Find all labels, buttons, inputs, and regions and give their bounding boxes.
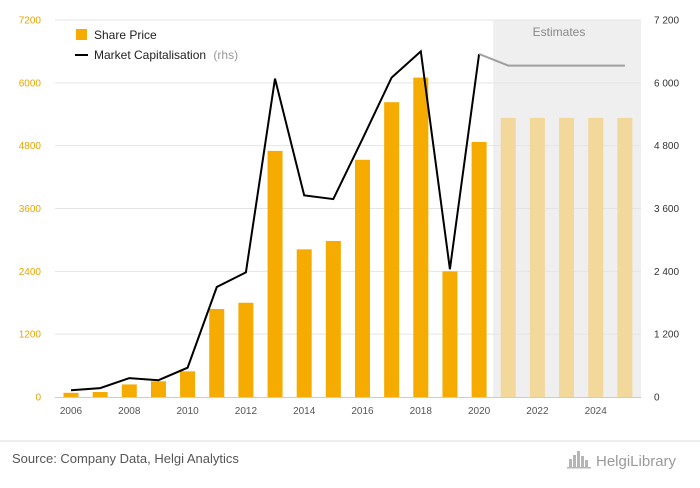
x-tick-label: 2006 — [60, 406, 83, 417]
estimates-label: Estimates — [533, 25, 586, 39]
share-price-bar — [267, 150, 283, 397]
x-tick-label: 2012 — [235, 406, 258, 417]
y-axis-right: 0 1 200 2 400 3 600 4 800 6 000 7 200 — [654, 16, 679, 404]
x-tick-label: 2020 — [468, 406, 491, 417]
share-price-bar — [442, 271, 458, 397]
share-price-bar — [413, 77, 429, 397]
x-axis: 2006 2008 2010 2012 2014 2016 2018 2020 2022 2024 — [60, 406, 607, 417]
share-price-bar — [617, 117, 633, 397]
share-price-bar — [238, 302, 254, 397]
share-price-bar — [92, 392, 108, 397]
y-left-tick-label: 2400 — [19, 267, 42, 278]
share-price-bar — [529, 117, 545, 397]
legend-swatch-share-price — [76, 29, 87, 40]
y-right-tick-label: 3 600 — [654, 204, 679, 215]
y-left-tick-label: 3600 — [19, 204, 42, 215]
x-tick-label: 2016 — [351, 406, 374, 417]
gridlines — [55, 19, 641, 398]
legend-market-cap-name: Market Capitalisation — [94, 48, 206, 62]
share-price-bar — [588, 117, 604, 397]
share-price-bar — [209, 309, 225, 397]
x-tick-label: 2014 — [293, 406, 316, 417]
y-left-tick-label: 4800 — [19, 141, 42, 152]
y-left-tick-label: 1200 — [19, 330, 42, 341]
y-axis-left: 0 1200 2400 3600 4800 6000 7200 — [19, 16, 42, 404]
market-cap-line-actual — [70, 49, 481, 392]
share-price-bar — [150, 381, 166, 397]
y-right-tick-label: 0 — [654, 393, 660, 404]
legend-label-market-cap: Market Capitalisation (rhs) — [94, 48, 238, 62]
legend: Share Price Market Capitalisation (rhs) — [75, 28, 238, 62]
market-cap-line — [70, 49, 625, 392]
share-price-bar — [121, 384, 137, 397]
legend-label-share-price: Share Price — [94, 28, 157, 42]
share-price-bar — [559, 117, 575, 397]
share-price-bar — [296, 249, 312, 397]
x-tick-label: 2010 — [176, 406, 199, 417]
x-tick-label: 2022 — [526, 406, 549, 417]
share-price-bar — [180, 371, 196, 397]
share-price-bar — [384, 102, 400, 398]
y-left-tick-label: 6000 — [19, 78, 42, 89]
share-price-bar — [471, 142, 487, 397]
city-skyline-icon — [567, 451, 591, 469]
y-left-tick-label: 7200 — [19, 16, 42, 27]
y-right-tick-label: 6 000 — [654, 78, 679, 89]
share-price-bar — [63, 392, 79, 397]
y-right-tick-label: 2 400 — [654, 267, 679, 278]
share-price-bar — [325, 240, 341, 397]
share-price-bar — [355, 159, 370, 397]
share-price-bar — [500, 117, 516, 397]
share-price-bars — [63, 77, 633, 398]
x-tick-label: 2018 — [410, 406, 433, 417]
legend-rhs-suffix: (rhs) — [213, 48, 238, 62]
y-right-tick-label: 7 200 — [654, 16, 679, 27]
brand-logo-text: HelgiLibrary — [596, 453, 677, 470]
x-tick-label: 2008 — [118, 406, 141, 417]
y-right-tick-label: 4 800 — [654, 141, 679, 152]
y-right-tick-label: 1 200 — [654, 330, 679, 341]
y-left-tick-label: 0 — [35, 393, 41, 404]
market-cap-line-estimate — [478, 53, 625, 67]
source-note: Source: Company Data, Helgi Analytics — [12, 451, 239, 466]
x-tick-label: 2024 — [585, 406, 608, 417]
